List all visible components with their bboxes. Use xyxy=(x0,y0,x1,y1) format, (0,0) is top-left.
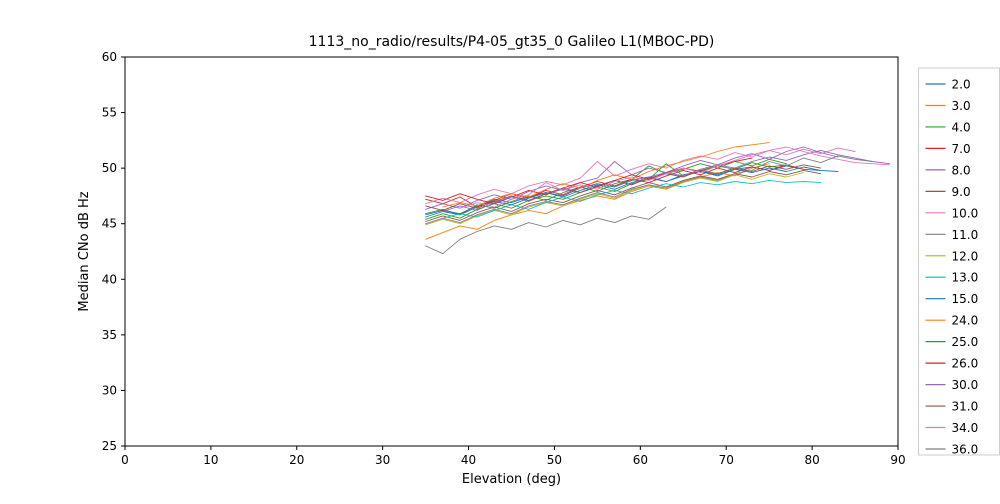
x-tick-label: 50 xyxy=(547,453,562,467)
series-line-10.0 xyxy=(425,147,856,205)
legend-label-34.0: 34.0 xyxy=(952,421,979,435)
legend-label-26.0: 26.0 xyxy=(952,357,979,371)
x-tick-label: 10 xyxy=(203,453,218,467)
legend-label-15.0: 15.0 xyxy=(952,292,979,306)
series-line-34.0 xyxy=(459,146,890,209)
legend-label-31.0: 31.0 xyxy=(952,400,979,414)
y-tick-label: 55 xyxy=(102,106,117,120)
legend-label-3.0: 3.0 xyxy=(952,99,971,113)
series-line-30.0 xyxy=(442,149,890,212)
y-tick-label: 60 xyxy=(102,50,117,64)
legend-label-4.0: 4.0 xyxy=(952,120,971,134)
y-axis-label: Median CNo dB Hz xyxy=(77,191,92,311)
legend-label-30.0: 30.0 xyxy=(952,378,979,392)
y-tick-label: 25 xyxy=(102,439,117,453)
y-tick-label: 45 xyxy=(102,217,117,231)
axes-frame xyxy=(124,56,899,447)
series-line-8.0 xyxy=(425,146,839,210)
legend-label-7.0: 7.0 xyxy=(952,142,971,156)
x-tick-label: 70 xyxy=(719,453,734,467)
legend-label-36.0: 36.0 xyxy=(952,443,979,457)
x-tick-label: 40 xyxy=(461,453,476,467)
y-tick-label: 35 xyxy=(102,328,117,342)
x-tick-label: 20 xyxy=(289,453,304,467)
x-tick-label: 60 xyxy=(633,453,648,467)
y-tick-label: 50 xyxy=(102,161,117,175)
y-tick-label: 40 xyxy=(102,272,117,286)
legend-box xyxy=(918,67,1000,456)
x-tick-label: 90 xyxy=(890,453,905,467)
legend-label-13.0: 13.0 xyxy=(952,271,979,285)
series-line-25.0 xyxy=(425,162,787,220)
series-line-24.0 xyxy=(442,142,770,208)
x-axis-label: Elevation (deg) xyxy=(462,472,561,487)
legend-label-25.0: 25.0 xyxy=(952,335,979,349)
x-tick-label: 30 xyxy=(375,453,390,467)
legend-label-24.0: 24.0 xyxy=(952,314,979,328)
series-line-13.0 xyxy=(442,179,822,219)
legend-label-8.0: 8.0 xyxy=(952,163,971,177)
legend-label-12.0: 12.0 xyxy=(952,249,979,263)
x-tick-label: 0 xyxy=(121,453,129,467)
legend-label-9.0: 9.0 xyxy=(952,185,971,199)
legend-label-2.0: 2.0 xyxy=(952,78,971,92)
series-line-36.0 xyxy=(425,155,873,225)
x-tick-label: 80 xyxy=(804,453,819,467)
legend-label-11.0: 11.0 xyxy=(952,228,979,242)
y-tick-label: 30 xyxy=(102,383,117,397)
series-line-11.0 xyxy=(425,206,667,255)
legend-label-10.0: 10.0 xyxy=(952,206,979,220)
series-line-31.0 xyxy=(425,164,822,211)
chart-title: 1113_no_radio/results/P4-05_gt35_0 Galil… xyxy=(309,34,715,50)
series-line-15.0 xyxy=(425,166,839,216)
series-line-9.0 xyxy=(425,169,822,222)
series-line-26.0 xyxy=(425,157,753,205)
